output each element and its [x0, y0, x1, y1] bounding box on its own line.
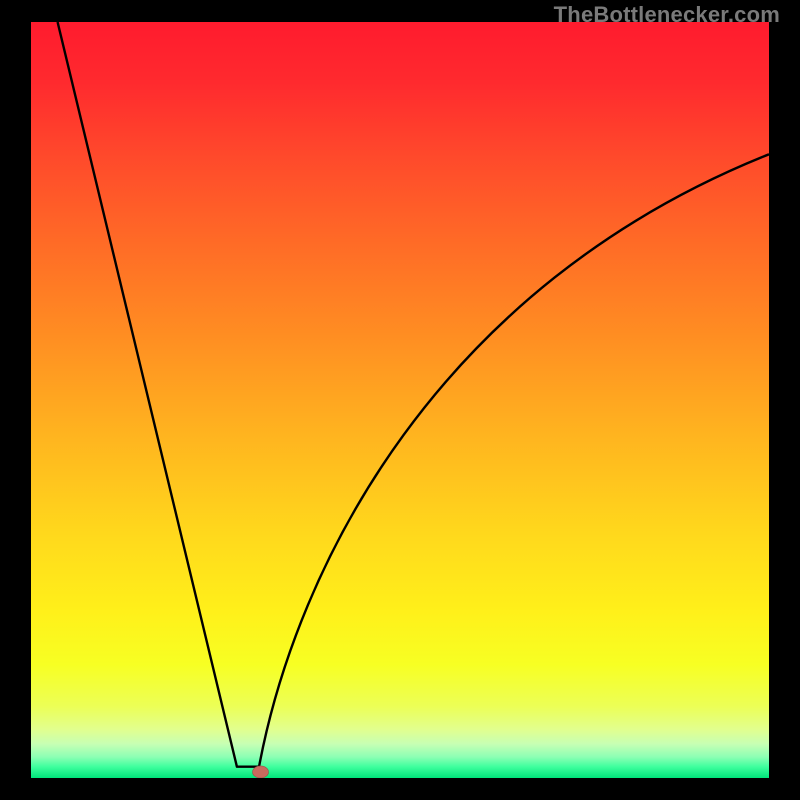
chart-background-gradient	[31, 22, 769, 778]
bottleneck-chart	[0, 0, 800, 800]
optimal-point-marker	[253, 766, 269, 778]
watermark-text: TheBottlenecker.com	[554, 2, 780, 28]
